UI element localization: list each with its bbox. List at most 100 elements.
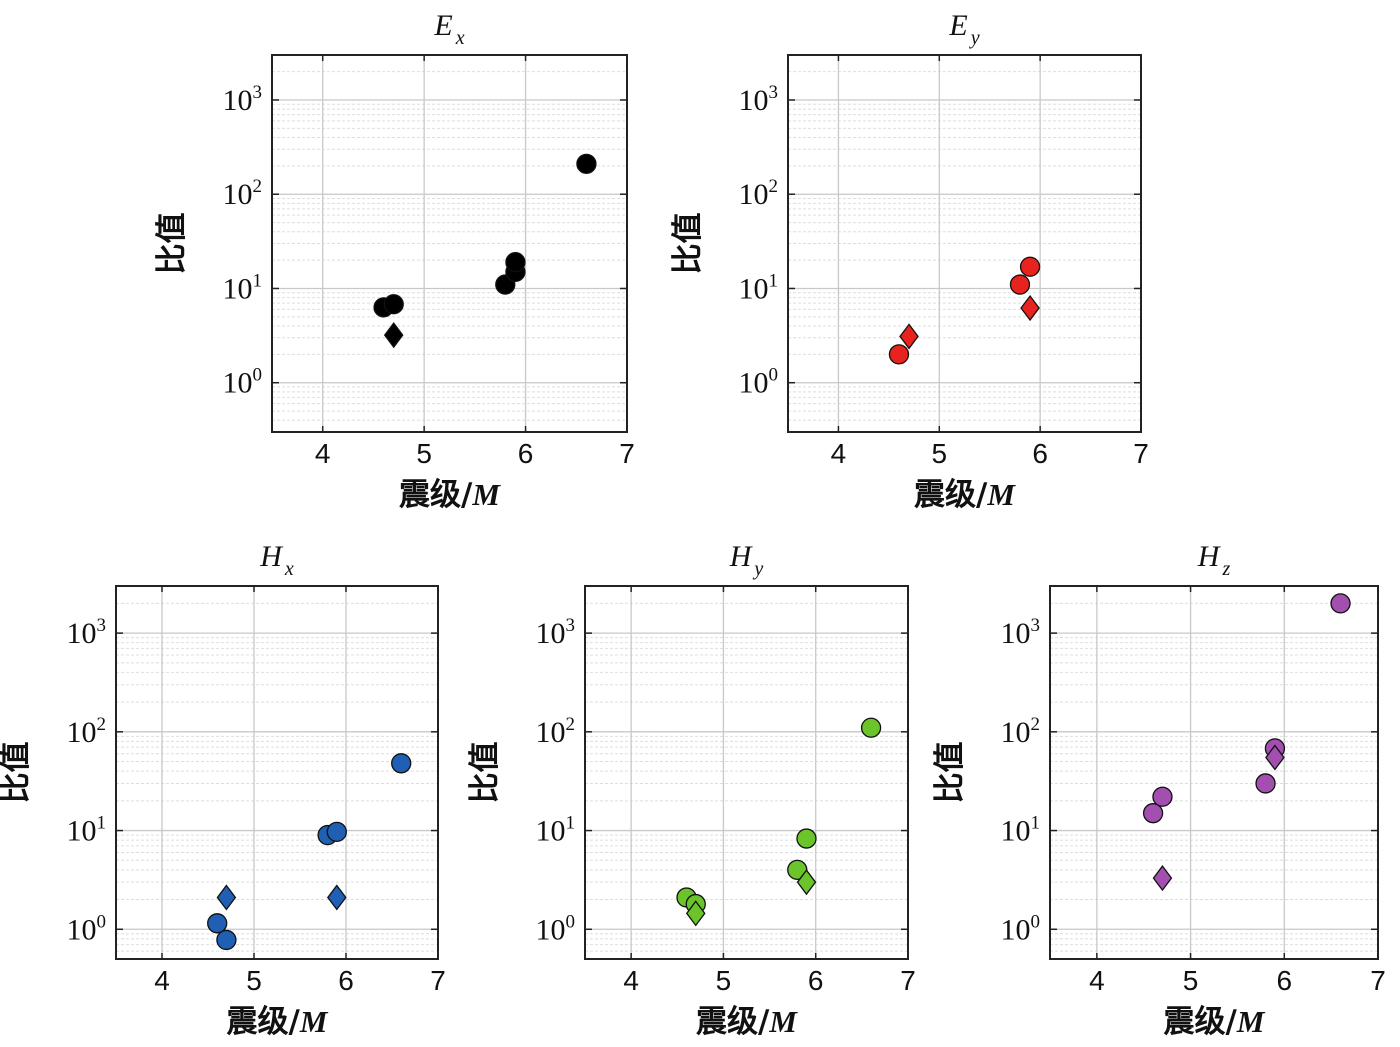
y-tick-exponent: 2 [566, 714, 576, 735]
x-tick-label: 6 [518, 438, 534, 469]
data-point-circle [383, 294, 404, 315]
data-point-diamond [685, 900, 706, 927]
y-tick-exponent: 0 [566, 911, 576, 932]
chart-title-subscript: y [969, 27, 980, 49]
chart-title-main: H [259, 540, 284, 573]
x-axis-label-text: 震级/ [696, 1004, 770, 1040]
y-tick-exponent: 2 [769, 176, 779, 197]
x-tick-label: 7 [619, 438, 635, 469]
x-tick-label: 4 [623, 965, 639, 996]
data-point-circle [207, 913, 228, 934]
x-tick-label: 6 [808, 965, 824, 996]
data-point-diamond [216, 884, 237, 911]
x-tick-label: 7 [430, 965, 446, 996]
x-tick-label: 6 [1032, 438, 1048, 469]
x-axis-label: 震级/M [696, 1004, 798, 1040]
data-point-circle [796, 828, 817, 849]
y-tick-exponent: 1 [253, 270, 263, 291]
y-tick-label: 102 [67, 714, 107, 749]
data-point-diamond [326, 884, 347, 911]
y-tick-base: 10 [739, 84, 769, 117]
y-tick-label: 101 [67, 813, 107, 848]
y-tick-exponent: 3 [1031, 615, 1041, 636]
x-tick-label: 5 [416, 438, 432, 469]
y-tick-label: 101 [1001, 813, 1041, 848]
chart-title-subscript: x [284, 558, 294, 580]
data-point-circle [860, 717, 882, 738]
y-tick-label: 100 [739, 365, 779, 400]
y-axis-label: 比值 [932, 742, 968, 804]
plot-frame [584, 585, 909, 960]
y-tick-exponent: 1 [97, 813, 107, 834]
x-tick-label: 7 [1133, 438, 1149, 469]
y-tick-label: 102 [223, 176, 263, 211]
x-axis-label: 震级/M [227, 1004, 329, 1040]
data-point-circle [888, 344, 910, 365]
y-tick-base: 10 [739, 178, 769, 211]
x-axis-label-variable: M [986, 477, 1016, 512]
y-tick-label: 103 [67, 615, 107, 650]
plot-frame [787, 54, 1142, 433]
y-tick-exponent: 2 [1031, 714, 1041, 735]
x-tick-label: 5 [1183, 965, 1199, 996]
y-tick-base: 10 [536, 815, 566, 848]
y-tick-base: 10 [1001, 617, 1031, 650]
y-tick-exponent: 3 [253, 82, 263, 103]
y-tick-label: 101 [739, 270, 779, 305]
data-point-diamond [1152, 865, 1173, 892]
data-point-circle [216, 929, 237, 951]
data-point-circle [1009, 274, 1031, 295]
data-point-circle [326, 821, 347, 843]
data-point-diamond [1020, 294, 1040, 322]
data-point-circle [576, 153, 597, 174]
y-tick-exponent: 2 [97, 714, 107, 735]
y-tick-exponent: 1 [1031, 813, 1041, 834]
y-tick-exponent: 0 [253, 365, 263, 386]
y-tick-label: 101 [223, 270, 263, 305]
y-tick-exponent: 3 [566, 615, 576, 636]
y-tick-base: 10 [1001, 815, 1031, 848]
y-tick-label: 103 [1001, 615, 1041, 650]
y-tick-base: 10 [67, 617, 97, 650]
x-axis-label-variable: M [471, 477, 501, 512]
y-tick-base: 10 [223, 178, 253, 211]
x-axis-label: 震级/M [399, 477, 501, 513]
x-axis-label-variable: M [1236, 1004, 1266, 1039]
data-point-diamond [899, 323, 919, 350]
y-axis-label: 比值 [670, 213, 706, 275]
x-tick-label: 7 [900, 965, 916, 996]
chart-title-main: E [948, 9, 967, 42]
x-axis-label-text: 震级/ [914, 477, 988, 513]
x-axis-label-text: 震级/ [227, 1004, 301, 1040]
plot-frame [271, 54, 628, 433]
y-tick-label: 100 [1001, 911, 1041, 946]
y-tick-base: 10 [536, 913, 566, 946]
y-tick-base: 10 [1001, 716, 1031, 749]
y-tick-base: 10 [67, 815, 97, 848]
y-tick-base: 10 [536, 617, 566, 650]
y-tick-base: 10 [67, 913, 97, 946]
y-tick-base: 10 [223, 272, 253, 305]
x-axis-label-text: 震级/ [399, 477, 473, 513]
y-tick-label: 100 [536, 911, 576, 946]
chart-title-main: H [729, 540, 754, 573]
data-point-circle [391, 753, 412, 774]
plot-frame [115, 585, 439, 960]
x-tick-label: 7 [1370, 965, 1386, 996]
x-axis-label: 震级/M [1164, 1004, 1266, 1040]
chart-title-subscript: x [455, 27, 465, 49]
data-point-circle [1255, 773, 1276, 794]
x-tick-label: 4 [831, 438, 847, 469]
y-tick-base: 10 [536, 716, 566, 749]
x-tick-label: 4 [1089, 965, 1105, 996]
y-tick-label: 102 [1001, 714, 1041, 749]
x-tick-label: 6 [338, 965, 354, 996]
